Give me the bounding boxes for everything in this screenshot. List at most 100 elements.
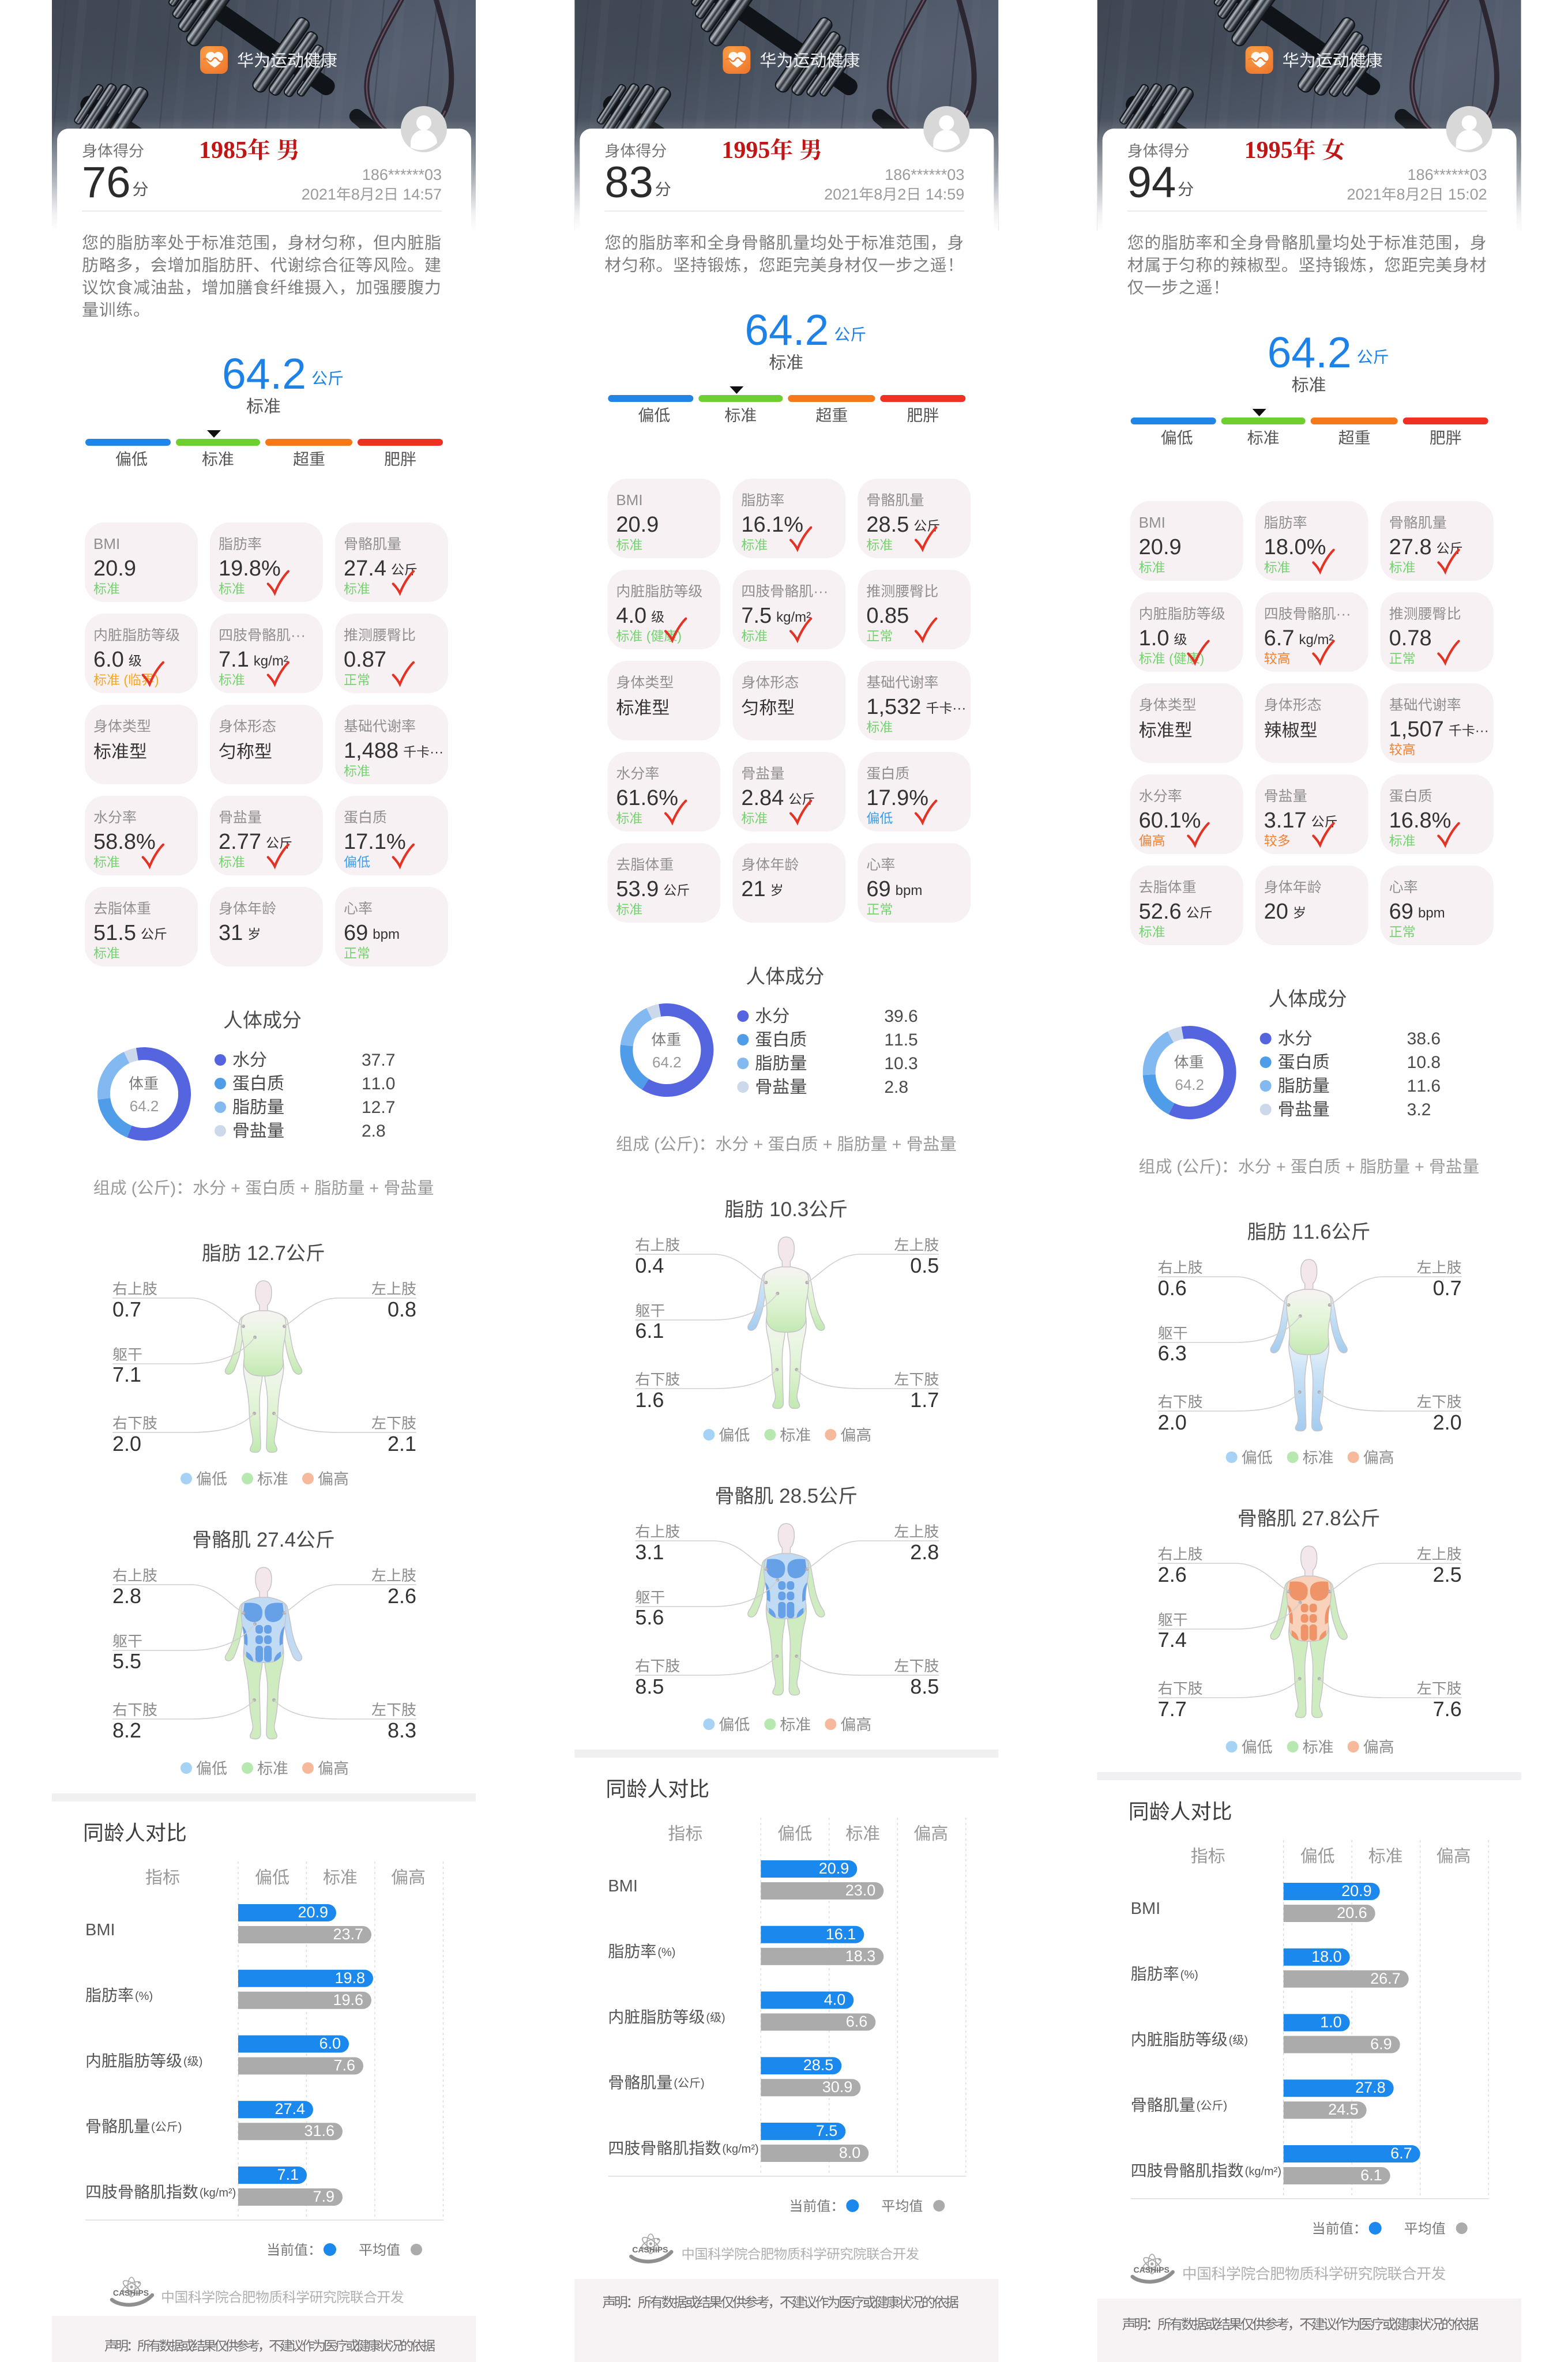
svg-text:···: ···: [1475, 723, 1489, 739]
svg-text:20: 20: [1264, 900, 1288, 924]
svg-text:+: +: [1272, 1158, 1291, 1176]
svg-text:6.1: 6.1: [1360, 2167, 1382, 2184]
svg-text:7.1: 7.1: [219, 648, 249, 672]
svg-text:6.9: 6.9: [1370, 2036, 1392, 2053]
svg-text:6.7: 6.7: [1390, 2145, 1412, 2162]
svg-text:6.6: 6.6: [846, 2013, 868, 2030]
svg-text:27.8: 27.8: [1296, 1507, 1341, 1530]
svg-text:28.5: 28.5: [803, 2056, 834, 2074]
svg-text:26.7: 26.7: [1370, 1970, 1401, 1987]
svg-text:37.7: 37.7: [362, 1051, 395, 1070]
svg-text:+: +: [295, 1179, 314, 1198]
svg-text:): ): [155, 672, 159, 687]
svg-text:(: (: [151, 2121, 155, 2134]
svg-text:16.1%: 16.1%: [741, 513, 803, 537]
svg-text:(: (: [1197, 2100, 1201, 2112]
svg-text:76: 76: [82, 158, 131, 207]
svg-text:20.6: 20.6: [1337, 1904, 1367, 1921]
svg-text:0.8: 0.8: [388, 1297, 416, 1321]
svg-text:2.0: 2.0: [112, 1432, 141, 1455]
svg-text:0.4: 0.4: [635, 1254, 664, 1277]
svg-text:1,507: 1,507: [1389, 717, 1444, 742]
svg-text:186******03: 186******03: [1408, 166, 1487, 183]
svg-text:2.0: 2.0: [1158, 1411, 1187, 1434]
svg-text:2.84: 2.84: [741, 786, 784, 810]
svg-text:23.7: 23.7: [333, 1925, 363, 1943]
svg-text:BMI: BMI: [616, 491, 642, 509]
svg-text:+: +: [888, 1135, 907, 1154]
svg-text:3.1: 3.1: [635, 1540, 664, 1564]
svg-text:7.4: 7.4: [1158, 1628, 1187, 1652]
svg-text:0.7: 0.7: [1433, 1276, 1462, 1300]
svg-text:2.1: 2.1: [388, 1432, 416, 1455]
svg-text:8.5: 8.5: [910, 1675, 939, 1698]
svg-text:19.8%: 19.8%: [219, 556, 281, 581]
svg-text:27.8: 27.8: [1389, 535, 1432, 559]
svg-text:28.5: 28.5: [866, 513, 909, 537]
svg-text:3.17: 3.17: [1264, 808, 1307, 833]
svg-text:186******03: 186******03: [362, 166, 442, 183]
svg-text:···: ···: [1336, 605, 1351, 622]
svg-text:20.9: 20.9: [1139, 535, 1182, 559]
svg-text:14:59: 14:59: [921, 186, 964, 203]
svg-text:1995: 1995: [721, 137, 770, 164]
svg-text:2.8: 2.8: [910, 1540, 939, 1564]
svg-text:(%): (%): [1180, 1969, 1198, 1981]
svg-text:0.5: 0.5: [910, 1254, 939, 1277]
svg-text:0.85: 0.85: [866, 604, 909, 628]
svg-text:11.6: 11.6: [1407, 1077, 1441, 1096]
svg-text:): ): [721, 2012, 725, 2025]
svg-text:2.6: 2.6: [1158, 1563, 1187, 1586]
svg-text:+: +: [1341, 1158, 1360, 1176]
svg-text:8.2: 8.2: [112, 1718, 141, 1742]
svg-text:(kg/m²): (kg/m²): [722, 2143, 758, 2156]
svg-text:61.6%: 61.6%: [616, 786, 678, 810]
svg-text:0.7: 0.7: [112, 1297, 141, 1321]
svg-text:2021: 2021: [302, 186, 336, 203]
svg-text:(: (: [1172, 1158, 1182, 1176]
svg-text:BMI: BMI: [1139, 514, 1165, 531]
svg-text:18.0%: 18.0%: [1264, 535, 1326, 559]
svg-text:12.7: 12.7: [362, 1098, 395, 1117]
svg-text:53.9: 53.9: [616, 877, 659, 901]
svg-text:6.0: 6.0: [319, 2035, 341, 2052]
svg-text:(: (: [183, 2056, 187, 2068]
svg-text:17.9%: 17.9%: [866, 786, 928, 810]
svg-text:11.6: 11.6: [1287, 1221, 1332, 1243]
svg-text:83: 83: [604, 158, 653, 207]
svg-text:(: (: [642, 629, 650, 644]
svg-text:0.87: 0.87: [344, 648, 386, 672]
svg-text:8.0: 8.0: [839, 2144, 861, 2161]
svg-text:): ): [1200, 651, 1205, 666]
svg-text:···: ···: [813, 582, 828, 600]
svg-text:10.8: 10.8: [1407, 1053, 1441, 1072]
svg-text:BMI: BMI: [85, 1921, 115, 1939]
svg-text:69: 69: [1389, 900, 1413, 924]
svg-text:): ): [693, 1135, 699, 1154]
svg-text:11.5: 11.5: [884, 1030, 918, 1050]
svg-text:(kg/m²): (kg/m²): [1245, 2165, 1281, 2178]
svg-text:4.0: 4.0: [616, 604, 646, 628]
svg-text:27.8: 27.8: [1355, 2079, 1386, 2096]
svg-text:0.6: 0.6: [1158, 1276, 1187, 1300]
svg-text:+: +: [364, 1179, 383, 1198]
svg-text:5.5: 5.5: [112, 1649, 141, 1673]
svg-text:+: +: [1410, 1158, 1429, 1176]
svg-text:+: +: [226, 1179, 245, 1198]
svg-text:186******03: 186******03: [885, 166, 964, 183]
svg-text:(: (: [706, 2012, 710, 2025]
svg-text:64.2: 64.2: [1268, 328, 1352, 377]
svg-text:23.0: 23.0: [845, 1882, 876, 1899]
svg-text:8: 8: [874, 186, 882, 203]
svg-text:): ): [171, 1179, 176, 1198]
svg-text:2.8: 2.8: [112, 1584, 141, 1608]
svg-text:(: (: [120, 672, 128, 687]
svg-text:17.1%: 17.1%: [344, 830, 406, 854]
svg-text:18.0: 18.0: [1311, 1948, 1342, 1965]
svg-text:30.9: 30.9: [822, 2078, 853, 2096]
svg-text:): ): [178, 2121, 182, 2134]
svg-text:(: (: [1165, 651, 1174, 666]
svg-text:(: (: [1229, 2034, 1233, 2047]
svg-text:bpm: bpm: [896, 883, 923, 898]
svg-text:): ): [1244, 2034, 1248, 2047]
